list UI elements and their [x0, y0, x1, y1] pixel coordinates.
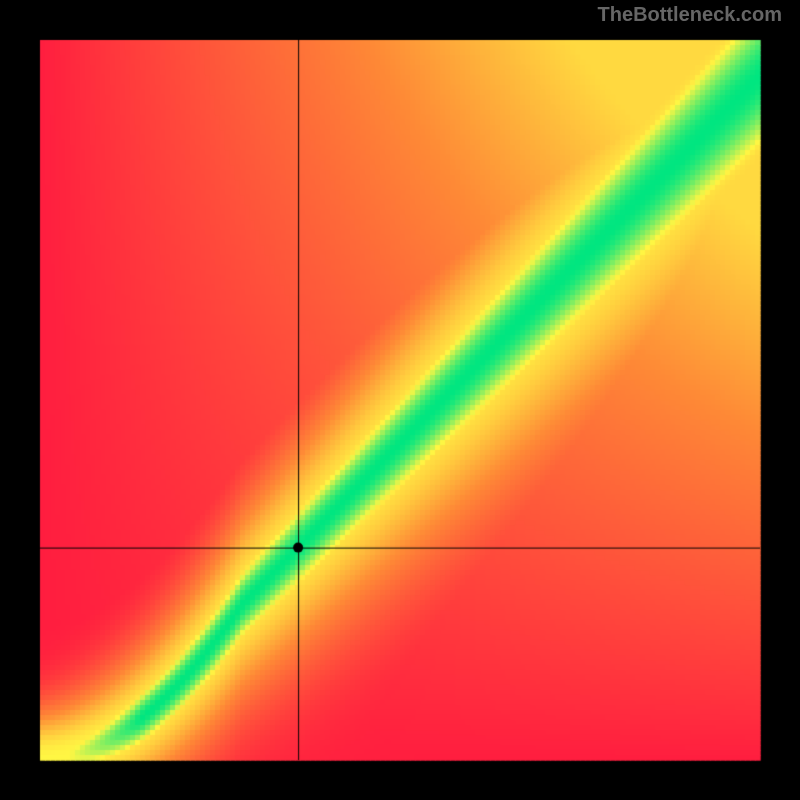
heatmap-canvas: [0, 0, 800, 800]
watermark-text: TheBottleneck.com: [598, 4, 782, 27]
chart-container: TheBottleneck.com: [0, 0, 800, 800]
